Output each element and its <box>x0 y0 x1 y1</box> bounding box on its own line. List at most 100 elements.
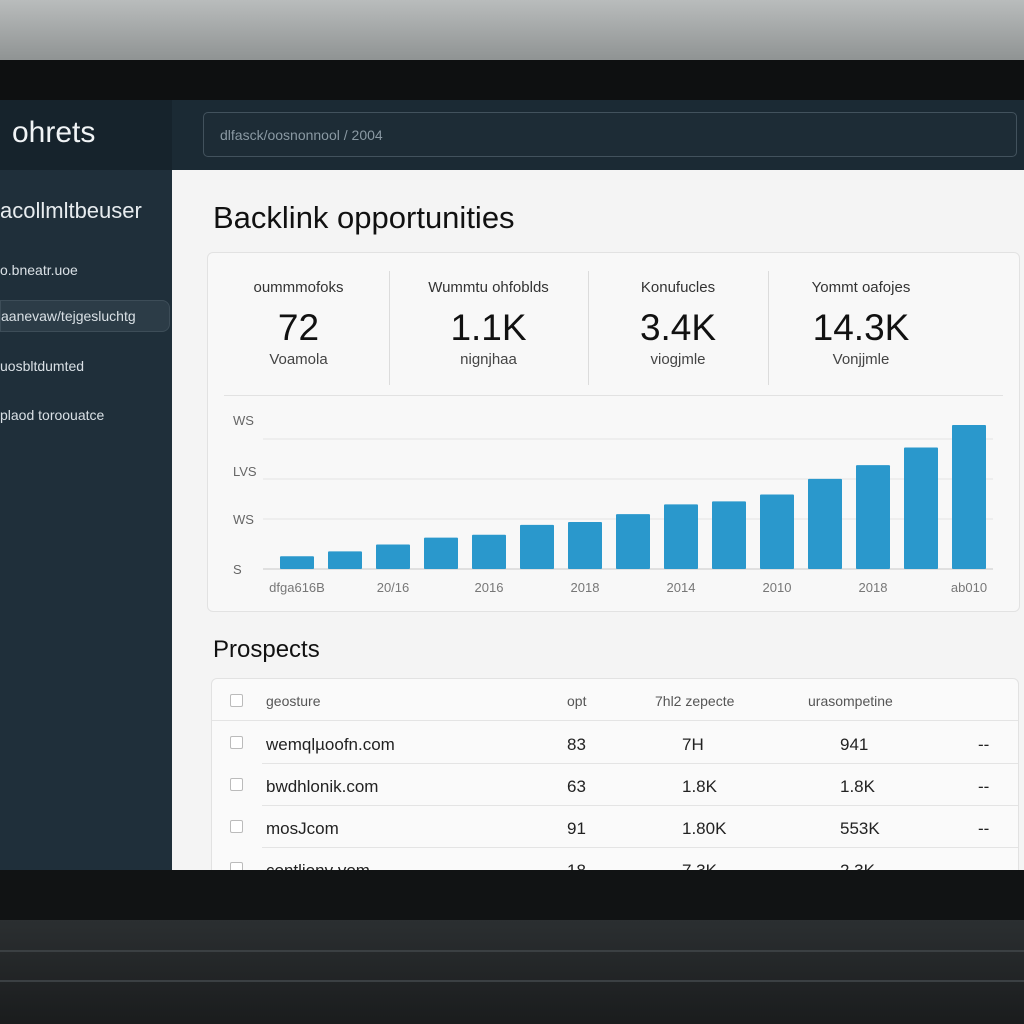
stat-label: oummmofoks <box>253 279 344 296</box>
y-tick-label: LVS <box>233 464 257 479</box>
stat-sub: nignjhaa <box>460 351 517 368</box>
x-tick-label: 2018 <box>859 580 888 595</box>
cell: 7.3K <box>682 861 717 872</box>
bar <box>808 478 842 569</box>
cell: 553K <box>840 819 880 838</box>
x-tick-label: 2016 <box>475 580 504 595</box>
laptop-keyboard <box>0 920 1024 1024</box>
sidebar-heading: acollmltbeuser <box>0 198 142 223</box>
cell: 91 <box>567 819 586 838</box>
cell: 1.80K <box>682 819 727 838</box>
row-actions[interactable]: -- <box>978 735 990 754</box>
background-wall <box>0 0 1024 62</box>
bar <box>568 521 602 569</box>
row-actions[interactable]: -- <box>978 861 990 872</box>
column-header[interactable]: geosture <box>266 693 321 709</box>
cell: 941 <box>840 735 869 754</box>
stat-sub: Voamola <box>269 351 328 368</box>
x-tick-label: 2018 <box>571 580 600 595</box>
sidebar-item-2[interactable]: aanevaw/tejgesluchtg <box>0 300 170 332</box>
laptop-screen: ohrets dlfasck/oosnonnool / 2004 acollml… <box>0 100 1024 872</box>
bar <box>952 424 986 569</box>
prospects-table: geosture opt 7hl2 zepecte urasompetine w… <box>211 678 1019 872</box>
sidebar: acollmltbeuser o.bneatr.uoe aanevaw/tejg… <box>0 170 172 872</box>
top-bar: dlfasck/oosnonnool / 2004 <box>172 100 1024 170</box>
row-checkbox[interactable] <box>230 820 243 833</box>
bar <box>328 551 362 569</box>
cell: 1.8K <box>840 777 875 796</box>
stat-label: Yommt oafojes <box>811 279 911 296</box>
divider <box>389 271 390 385</box>
domain-cell[interactable]: mosJcom <box>266 819 339 838</box>
stat-2: Wummtu ohfoblds 1.1K nignjhaa <box>389 253 588 387</box>
main-content: Backlink opportunities oummmofoks 72 Voa… <box>173 170 1024 872</box>
stat-value: 72 <box>277 307 320 348</box>
domain-cell[interactable]: bwdhlonik.com <box>266 777 379 796</box>
y-tick-label: WS <box>233 413 254 428</box>
bar <box>856 465 890 569</box>
row-checkbox[interactable] <box>230 736 243 749</box>
row-checkbox[interactable] <box>230 862 243 872</box>
column-header[interactable]: urasompetine <box>808 693 893 709</box>
table-row[interactable]: contlionv vom 18 7.3K 2.3K -- <box>212 847 1018 872</box>
table-header: geosture opt 7hl2 zepecte urasompetine <box>212 679 1018 721</box>
row-checkbox[interactable] <box>230 778 243 791</box>
y-tick-label: WS <box>233 512 254 527</box>
stat-value: 3.4K <box>639 307 717 348</box>
bar <box>472 534 506 569</box>
laptop-bezel-top <box>0 60 1024 102</box>
bar <box>712 501 746 569</box>
overview-card: oummmofoks 72 Voamola Wummtu ohfoblds 1.… <box>207 252 1020 612</box>
key-row <box>0 980 1024 982</box>
bar <box>616 514 650 569</box>
stat-3: Konufucles 3.4K viogjmle <box>588 253 768 387</box>
x-tick-label: 20/16 <box>377 580 410 595</box>
bar <box>376 544 410 569</box>
stat-1: oummmofoks 72 Voamola <box>208 253 389 387</box>
stat-4: Yommt oafojes 14.3K Vonjjmle <box>768 253 954 387</box>
row-divider <box>262 805 1018 806</box>
stat-label: Konufucles <box>640 279 716 296</box>
row-divider <box>262 847 1018 848</box>
sidebar-item-4[interactable]: plaod toroouatce <box>0 407 105 423</box>
x-tick-label: 2014 <box>667 580 696 595</box>
app-logo[interactable]: ohrets <box>0 100 172 170</box>
cell: 83 <box>567 735 586 754</box>
table-row[interactable]: wemqlµoofn.com 83 7H 941 -- <box>212 721 1018 763</box>
sidebar-item-1[interactable]: o.bneatr.uoe <box>0 262 78 278</box>
stat-value: 1.1K <box>450 307 527 348</box>
table-row[interactable]: mosJcom 91 1.80K 553K -- <box>212 805 1018 847</box>
domain-cell[interactable]: contlionv vom <box>266 861 370 872</box>
stat-label: Wummtu ohfoblds <box>428 279 549 296</box>
prospects-heading: Prospects <box>213 636 320 663</box>
row-actions[interactable]: -- <box>978 819 990 838</box>
cell: 18 <box>567 861 586 872</box>
select-all-checkbox[interactable] <box>230 694 243 707</box>
bar <box>424 537 458 569</box>
domain-cell[interactable]: wemqlµoofn.com <box>266 735 395 754</box>
stat-sub: viogjmle <box>650 351 706 368</box>
bar-chart: S WS LVS WS dfga616B 20/16 2016 2018 2014 2010 201… <box>233 413 993 595</box>
bar <box>280 556 314 569</box>
x-tick-label: dfga616B <box>269 580 325 595</box>
stat-value: 14.3K <box>812 307 910 348</box>
bar <box>904 447 938 569</box>
bar <box>760 494 794 569</box>
y-tick-label: S <box>233 562 242 577</box>
cell: 63 <box>567 777 586 796</box>
sidebar-item-3[interactable]: uosbltdumted <box>0 358 85 374</box>
cell: 1.8K <box>682 777 717 796</box>
bar <box>520 524 554 569</box>
cell: 2.3K <box>840 861 875 872</box>
x-tick-label: ab010 <box>951 580 987 595</box>
bar <box>664 504 698 569</box>
laptop-bezel-bottom <box>0 870 1024 920</box>
search-input[interactable]: dlfasck/oosnonnool / 2004 <box>203 112 1017 157</box>
divider <box>224 395 1003 396</box>
stat-sub: Vonjjmle <box>832 351 890 368</box>
column-header[interactable]: 7hl2 zepecte <box>655 693 735 709</box>
row-actions[interactable]: -- <box>978 777 990 796</box>
table-row[interactable]: bwdhlonik.com 63 1.8K 1.8K -- <box>212 763 1018 805</box>
column-header[interactable]: opt <box>567 693 587 709</box>
divider <box>588 271 589 385</box>
